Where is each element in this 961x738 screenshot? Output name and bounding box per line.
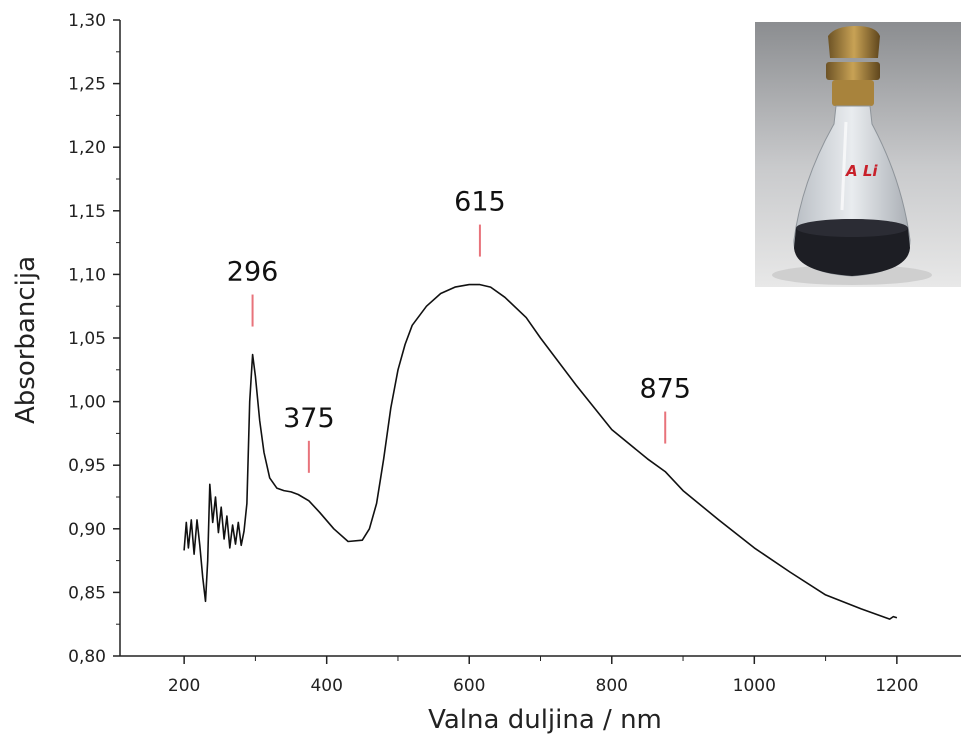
- flask-photo-inset: A Li: [755, 22, 961, 287]
- x-tick-label: 400: [310, 676, 342, 696]
- x-axis-title: Valna duljina / nm: [428, 705, 662, 735]
- glass-highlight: [840, 121, 848, 211]
- y-tick-label: 1,15: [68, 202, 106, 222]
- liquid-surface: [796, 219, 908, 237]
- peak-annotations: 296 375 615 875: [227, 187, 691, 473]
- y-tick-label: 1,25: [68, 75, 106, 95]
- x-tick-label: 600: [453, 676, 485, 696]
- y-tick-label: 1,30: [68, 11, 106, 31]
- y-tick-label: 1,20: [68, 138, 106, 158]
- flask-stopper-collar: [826, 62, 880, 80]
- absorbance-series-line: [183, 283, 898, 620]
- x-tick-label: 200: [168, 676, 200, 696]
- y-tick-label: 0,85: [68, 583, 106, 603]
- y-tick-label: 0,80: [68, 647, 106, 667]
- y-tick-label: 1,10: [68, 265, 106, 285]
- x-tick-label: 800: [596, 676, 628, 696]
- y-axis-ticks: 0,80 0,85 0,90 0,95 1,00 1,05 1,10 1,15 1,20 1,25…: [68, 11, 120, 667]
- x-tick-label: 1000: [733, 676, 776, 696]
- y-tick-label: 1,00: [68, 393, 106, 413]
- flask-stopper-icon: [828, 26, 880, 58]
- peak-label: 615: [454, 187, 506, 218]
- y-tick-label: 0,95: [68, 456, 106, 476]
- x-axis-ticks: 200 400 600 800 1000 1200: [168, 656, 918, 696]
- y-tick-label: 0,90: [68, 520, 106, 540]
- peak-label: 875: [639, 374, 691, 405]
- peak-label: 375: [283, 403, 335, 434]
- flask-handwritten-label: A Li: [845, 162, 878, 180]
- flask-neck-band: [832, 80, 874, 106]
- y-axis-title: Absorbancija: [11, 256, 41, 424]
- peak-label: 296: [227, 257, 279, 288]
- y-tick-label: 1,05: [68, 329, 106, 349]
- x-tick-label: 1200: [875, 676, 918, 696]
